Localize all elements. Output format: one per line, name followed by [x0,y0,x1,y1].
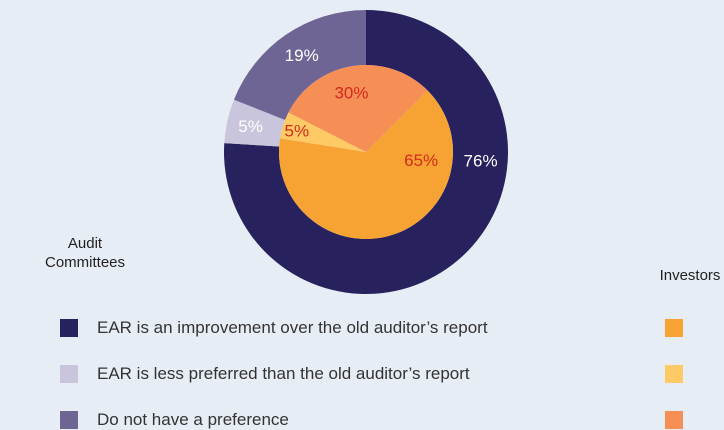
legend-marker [665,411,683,429]
data-label: 19% [285,46,319,65]
data-label: 30% [334,83,368,102]
legend-label: EAR is less preferred than the old audit… [97,364,470,383]
data-label: 5% [238,117,263,136]
legend-marker [665,319,683,337]
pie-slice [233,10,366,120]
legend-label: Do not have a preference [97,410,289,429]
data-label: 5% [285,122,310,141]
data-label: 76% [464,152,498,171]
legend-marker [60,365,78,383]
pie-slice [279,90,453,239]
pie-slice [224,99,286,147]
pie-slice [280,112,366,152]
pie-slice [288,64,428,152]
series-label: Investors [659,267,721,284]
legend-marker [60,411,78,429]
data-label: 65% [404,151,438,170]
legend-marker [665,365,683,383]
legend-marker [60,319,78,337]
legend-label: EAR is an improvement over the old audit… [97,318,488,337]
pie-slice [223,10,508,294]
series-label: Audit Committees [44,235,126,271]
